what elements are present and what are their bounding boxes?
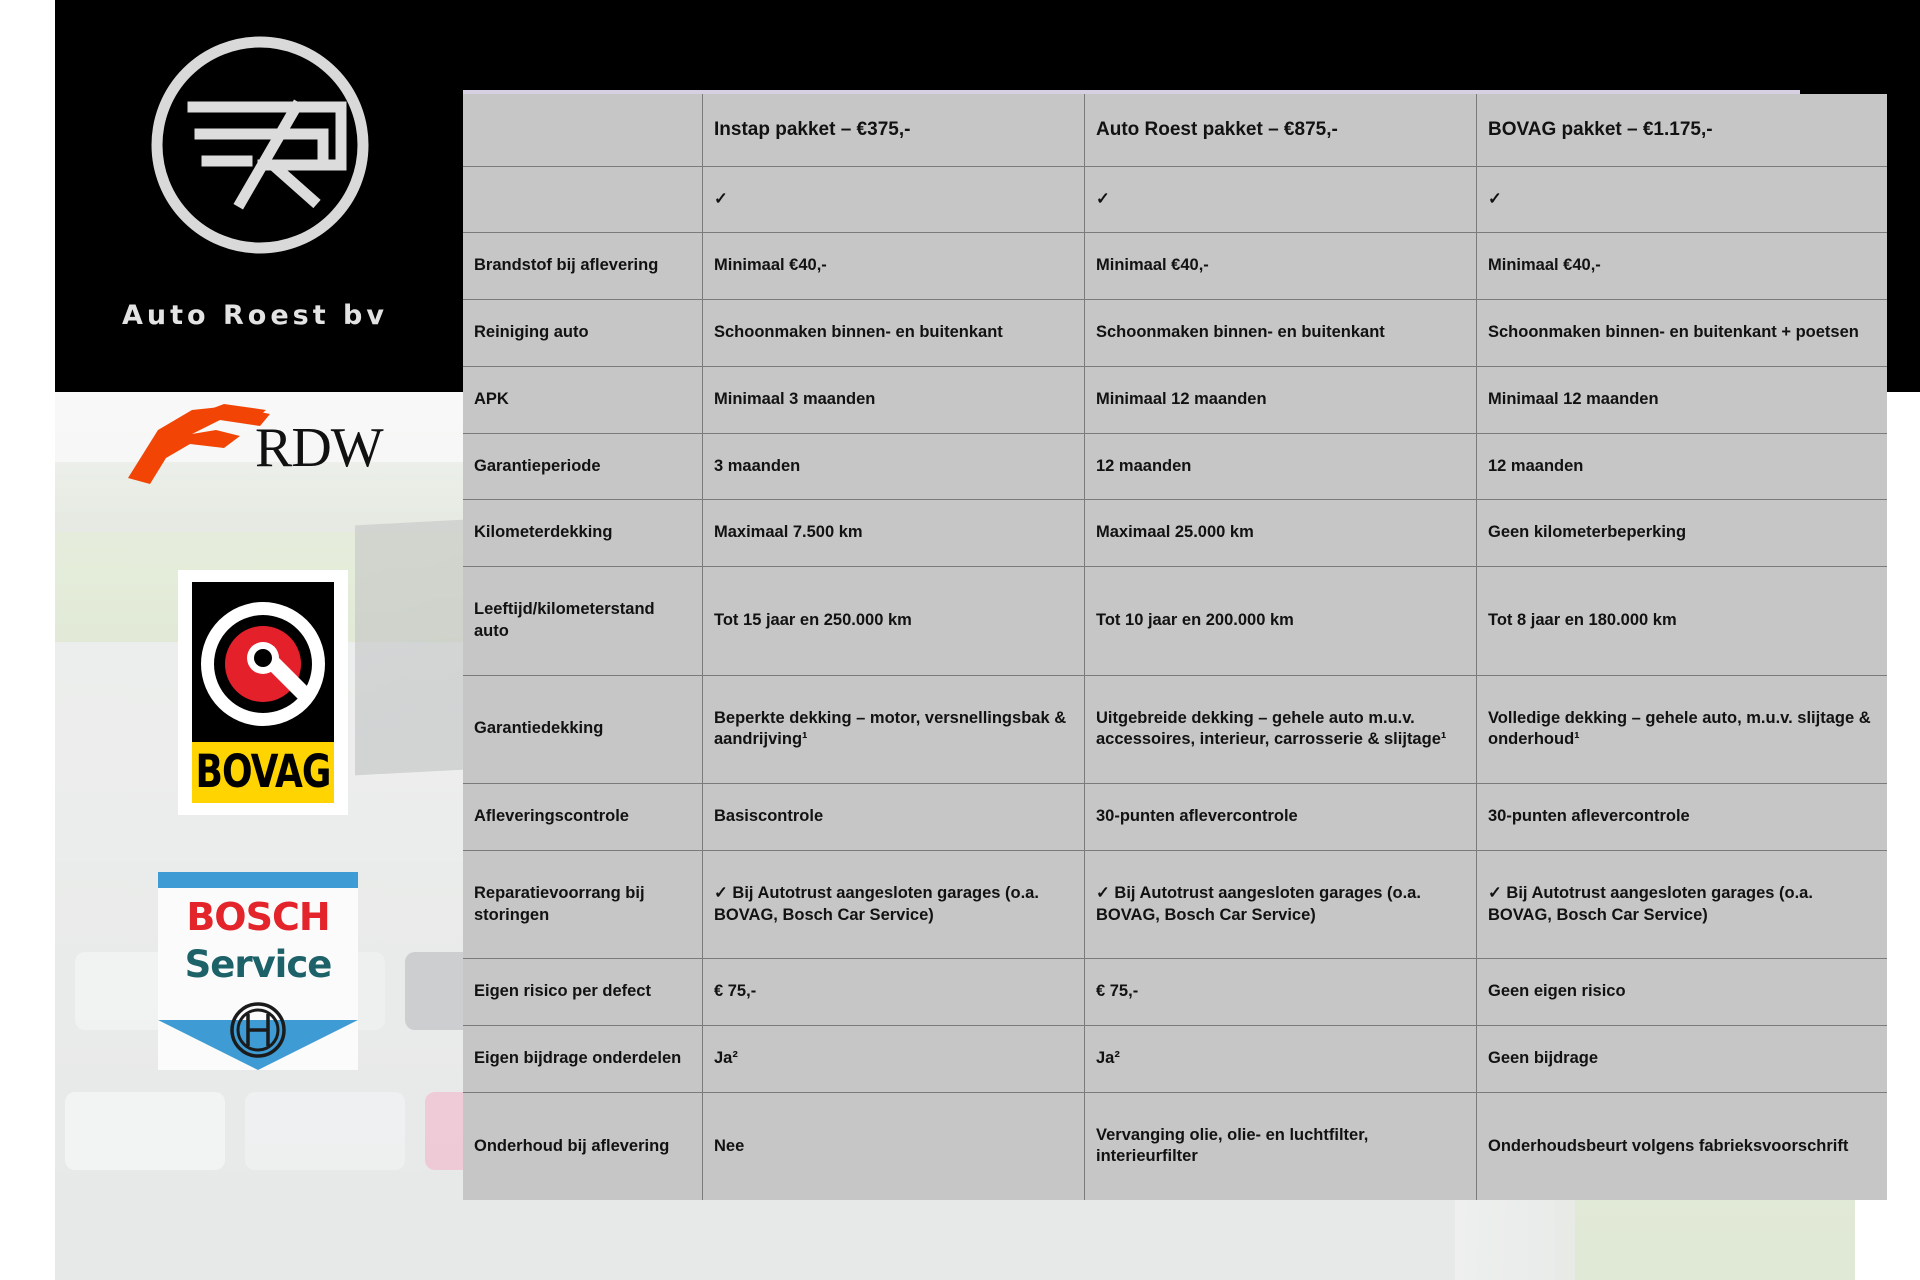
row-cell-bovag: 12 maanden [1476, 432, 1887, 500]
row-feature-label: Eigen bijdrage onderdelen [463, 1025, 703, 1093]
table-row: APK Minimaal 3 maanden Minimaal 12 maand… [463, 365, 1887, 434]
row-feature-label [463, 165, 703, 233]
row-cell-auto-roest: Schoonmaken binnen- en buitenkant [1084, 299, 1477, 367]
row-cell-auto-roest: 12 maanden [1084, 432, 1477, 500]
bosch-logo-chevron [158, 1020, 358, 1070]
bovag-logo-inner: BOVAG [192, 582, 334, 803]
table-row: Eigen bijdrage onderdelen Ja² Ja² Geen b… [463, 1025, 1887, 1093]
row-feature-label: Leeftijd/kilometerstand auto [463, 566, 703, 676]
bosch-car-service-logo: BOSCH Service [158, 872, 358, 1070]
row-cell-auto-roest: Ja² [1084, 1025, 1477, 1093]
auto-roest-7r-circle-logo [145, 30, 375, 260]
row-cell-instap: Tot 15 jaar en 250.000 km [702, 566, 1085, 676]
check-icon: ✓ [702, 165, 1085, 233]
table-header-feature [463, 94, 703, 167]
row-cell-auto-roest: Maximaal 25.000 km [1084, 499, 1477, 567]
row-cell-auto-roest: Uitgebreide dekking – gehele auto m.u.v.… [1084, 674, 1477, 784]
row-cell-bovag: Geen kilometerbeperking [1476, 499, 1887, 567]
table-row: Reiniging auto Schoonmaken binnen- en bu… [463, 299, 1887, 367]
bosch-logo-white-field [158, 888, 358, 1020]
table-row: ✓ ✓ ✓ [463, 165, 1887, 233]
bosch-service-wordmark: Service [184, 943, 333, 986]
row-feature-label: Garantieperiode [463, 432, 703, 500]
row-cell-instap: Beperkte dekking – motor, versnellingsba… [702, 674, 1085, 784]
row-feature-label: Eigen risico per defect [463, 958, 703, 1026]
brand-name: Auto Roest bv [122, 300, 388, 331]
row-cell-auto-roest: Vervanging olie, olie- en luchtfilter, i… [1084, 1091, 1477, 1200]
table-row: Brandstof bij aflevering Minimaal €40,- … [463, 232, 1887, 300]
check-icon: ✓ [1476, 165, 1887, 233]
table-header-auto-roest: Auto Roest pakket – €875,- [1084, 94, 1477, 167]
rdw-logo: RDW [120, 400, 410, 490]
row-cell-bovag: Schoonmaken binnen- en buitenkant + poet… [1476, 299, 1887, 367]
row-cell-bovag: Onderhoudsbeurt volgens fabrieksvoorschr… [1476, 1091, 1887, 1200]
row-feature-label: Brandstof bij aflevering [463, 232, 703, 300]
row-cell-instap: Maximaal 7.500 km [702, 499, 1085, 567]
row-cell-instap: Minimaal €40,- [702, 232, 1085, 300]
bosch-wordmark: BOSCH [186, 895, 330, 939]
table-row: Reparatievoorrang bij storingen ✓ Bij Au… [463, 849, 1887, 959]
row-cell-auto-roest: Tot 10 jaar en 200.000 km [1084, 566, 1477, 676]
row-feature-label: Garantiedekking [463, 674, 703, 784]
row-feature-label: Onderhoud bij aflevering [463, 1091, 703, 1200]
row-cell-auto-roest: 30-punten aflevercontrole [1084, 783, 1477, 851]
row-feature-label: Reparatievoorrang bij storingen [463, 849, 703, 959]
rdw-wordmark: RDW [255, 417, 384, 479]
row-cell-auto-roest: Minimaal 12 maanden [1084, 365, 1477, 434]
row-cell-instap: Schoonmaken binnen- en buitenkant [702, 299, 1085, 367]
table-row: Eigen risico per defect € 75,- € 75,- Ge… [463, 958, 1887, 1026]
table-row: Afleveringscontrole Basiscontrole 30-pun… [463, 783, 1887, 851]
row-cell-auto-roest: ✓ Bij Autotrust aangesloten garages (o.a… [1084, 849, 1477, 959]
table-header-row: Instap pakket – €375,- Auto Roest pakket… [463, 94, 1887, 167]
row-cell-bovag: Volledige dekking – gehele auto, m.u.v. … [1476, 674, 1887, 784]
bovag-wordmark: BOVAG [195, 746, 332, 799]
row-cell-bovag: 30-punten aflevercontrole [1476, 783, 1887, 851]
table-row: Garantieperiode 3 maanden 12 maanden 12 … [463, 432, 1887, 500]
row-cell-bovag: Geen bijdrage [1476, 1025, 1887, 1093]
bosch-armature-icon [230, 1002, 286, 1058]
table-header-bovag: BOVAG pakket – €1.175,- [1476, 94, 1887, 167]
row-cell-bovag: Tot 8 jaar en 180.000 km [1476, 566, 1887, 676]
row-feature-label: Reiniging auto [463, 299, 703, 367]
row-cell-auto-roest: Minimaal €40,- [1084, 232, 1477, 300]
row-cell-bovag: Geen eigen risico [1476, 958, 1887, 1026]
table-row: Kilometerdekking Maximaal 7.500 km Maxim… [463, 499, 1887, 567]
row-cell-bovag: Minimaal €40,- [1476, 232, 1887, 300]
check-icon: ✓ [1084, 165, 1477, 233]
brand-logo-panel: Auto Roest bv [55, 0, 455, 392]
row-feature-label: Afleveringscontrole [463, 783, 703, 851]
table-row: Garantiedekking Beperkte dekking – motor… [463, 674, 1887, 784]
row-cell-instap: Minimaal 3 maanden [702, 365, 1085, 434]
table-row: Onderhoud bij aflevering Nee Vervanging … [463, 1091, 1887, 1200]
package-comparison-table: Instap pakket – €375,- Auto Roest pakket… [463, 90, 1887, 1200]
table-header-instap: Instap pakket – €375,- [702, 94, 1085, 167]
row-cell-instap: Nee [702, 1091, 1085, 1200]
row-cell-instap: 3 maanden [702, 432, 1085, 500]
bovag-logo-yellow-field [192, 742, 334, 803]
row-cell-instap: € 75,- [702, 958, 1085, 1026]
row-cell-instap: ✓ Bij Autotrust aangesloten garages (o.a… [702, 849, 1085, 959]
row-cell-instap: Ja² [702, 1025, 1085, 1093]
row-cell-bovag: ✓ Bij Autotrust aangesloten garages (o.a… [1476, 849, 1887, 959]
bovag-logo: BOVAG [178, 570, 348, 815]
table-row: Leeftijd/kilometerstand auto Tot 15 jaar… [463, 566, 1887, 676]
row-feature-label: Kilometerdekking [463, 499, 703, 567]
row-cell-bovag: Minimaal 12 maanden [1476, 365, 1887, 434]
row-cell-auto-roest: € 75,- [1084, 958, 1477, 1026]
row-feature-label: APK [463, 365, 703, 434]
row-cell-instap: Basiscontrole [702, 783, 1085, 851]
